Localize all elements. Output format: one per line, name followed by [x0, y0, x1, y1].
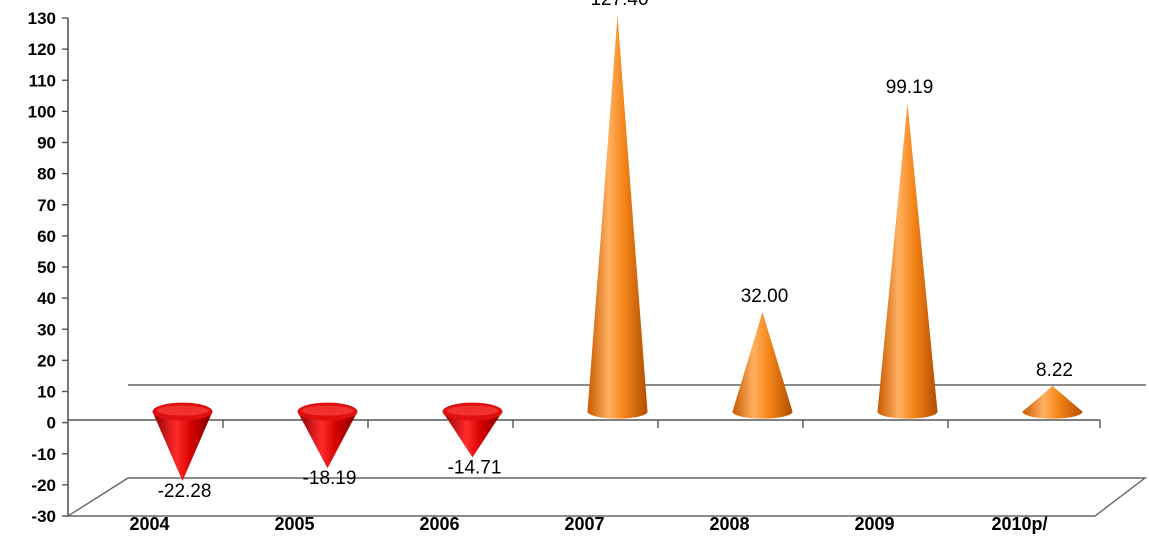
y-tick-label: 120 [28, 40, 56, 59]
y-tick-label: -20 [31, 476, 56, 495]
y-tick-label: 30 [37, 320, 56, 339]
data-label: -14.71 [448, 457, 502, 478]
data-label: 127.40 [590, 0, 648, 10]
cone-body [877, 102, 938, 419]
cone-body [297, 411, 358, 469]
cone-2005 [297, 402, 358, 469]
x-category-label: 2010p/ [991, 514, 1047, 534]
data-label: 8.22 [1036, 360, 1073, 381]
cone-2010p/ [1022, 386, 1083, 419]
y-tick-label: 80 [37, 165, 56, 184]
y-tick-label: 60 [37, 227, 56, 246]
x-category-label: 2008 [709, 514, 749, 534]
cone-2008 [732, 312, 793, 419]
data-label: 99.19 [886, 77, 934, 98]
x-category-label: 2009 [854, 514, 894, 534]
cone-base-highlight [446, 405, 499, 416]
cone-2006 [442, 402, 503, 458]
cone-body [152, 411, 213, 481]
cone-body [587, 15, 648, 419]
y-tick-label: 90 [37, 134, 56, 153]
floor-plane [65, 477, 1148, 517]
data-labels: -22.28 -18.19 -14.71 127.40 32.00 99.19 8.22 [158, 0, 1073, 502]
y-tick-label: 20 [37, 351, 56, 370]
cone-series [152, 15, 1083, 481]
cone-2009 [877, 102, 938, 419]
y-tick-label: 0 [47, 414, 56, 433]
cone-base-highlight [156, 405, 209, 416]
cone-2007 [587, 15, 648, 419]
x-axis-labels: 2004 2005 2006 2007 2008 2009 2010p/ [129, 514, 1047, 534]
x-category-label: 2004 [129, 514, 169, 534]
data-label: -18.19 [303, 468, 357, 489]
cone-body [732, 312, 793, 419]
y-tick-label: 110 [29, 71, 56, 90]
data-label: 32.00 [741, 286, 789, 307]
y-tick-label: -10 [31, 445, 56, 464]
y-tick-label: 10 [37, 383, 56, 402]
cone-body [1022, 386, 1083, 419]
y-tick-label: 100 [28, 102, 56, 121]
y-tick-label: 40 [37, 289, 56, 308]
y-tick-label: -30 [31, 507, 56, 526]
y-tick-label: 50 [37, 258, 56, 277]
cone-body [442, 411, 503, 458]
cone-2004 [152, 402, 213, 481]
x-axis-ticks [222, 420, 1101, 428]
y-tick-label: 70 [37, 196, 56, 215]
x-category-label: 2005 [274, 514, 314, 534]
cone-base-highlight [301, 405, 354, 416]
data-label: -22.28 [158, 481, 212, 502]
y-tick-label: 130 [28, 9, 56, 28]
x-category-label: 2007 [564, 514, 604, 534]
x-category-label: 2006 [419, 514, 459, 534]
